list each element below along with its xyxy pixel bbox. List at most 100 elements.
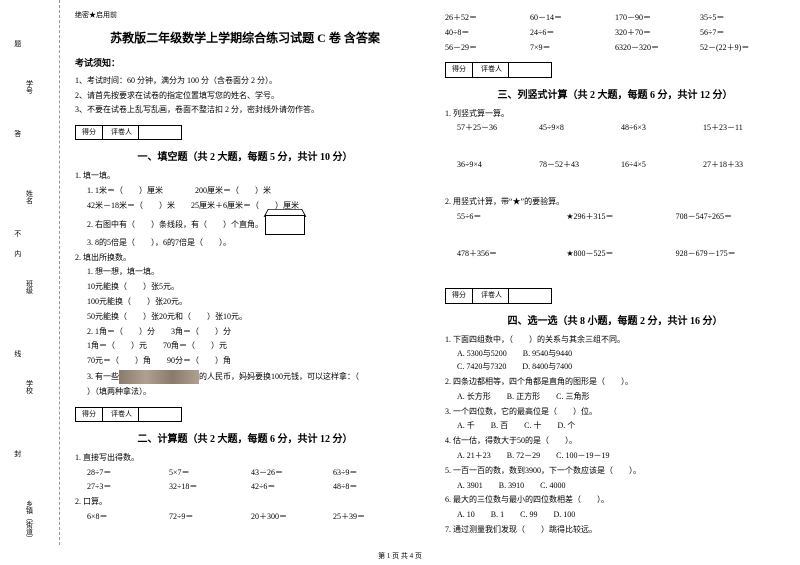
eq: 42÷6＝ — [251, 481, 333, 494]
eq: 56÷7＝ — [700, 27, 785, 40]
eq: 478＋356＝ — [457, 248, 566, 261]
choice-q: 1. 下面四组数中，（ ）的关系与其余三组不同。 — [445, 334, 785, 347]
q-text: 的人民币，妈妈要换100元钱，可以这样拿：（ — [199, 372, 359, 381]
q-line: 100元能换（ ）张20元。 — [75, 296, 415, 309]
left-column: 绝密★启用前 苏教版二年级数学上学期综合练习试题 C 卷 含答案 考试须知： 1… — [60, 0, 430, 545]
section-3-title: 三、列竖式计算（共 2 大题，每题 6 分，共计 12 分） — [445, 88, 785, 104]
eq: 78－52＋43 — [539, 159, 621, 172]
choice-opts: A. 21＋23 B. 72－29 C. 100－19－19 — [445, 450, 785, 463]
eq-row: 27÷3＝32÷18＝42÷6＝48÷8＝ — [75, 481, 415, 494]
score-label: 得分 — [76, 126, 103, 139]
score-box: 得分 评卷人 — [445, 288, 552, 303]
q-line: 1角＝（ ）元 70角＝（ ）元 — [75, 340, 415, 353]
q-line: 50元能换（ ）张20元和（ ）张10元。 — [75, 311, 415, 324]
choice-q: 6. 最大的三位数与最小的四位数相差（ ）。 — [445, 494, 785, 507]
eq-row: 55÷6＝★296＋315＝708－547÷265＝ — [445, 211, 785, 224]
eq: 60－14＝ — [530, 12, 615, 25]
score-blank — [141, 408, 181, 421]
work-space — [445, 174, 785, 194]
eq: 15＋23－11 — [703, 122, 785, 135]
q-line: 2. 右图中有（ ）条线段，有（ ）个直角。 — [75, 215, 415, 235]
secret-mark: 绝密★启用前 — [75, 10, 415, 21]
eq: ★800－525＝ — [566, 248, 675, 261]
q-line: 3. 8的5倍是（ ），6的7倍是（ ）。 — [75, 237, 415, 250]
eq: 72÷9＝ — [169, 511, 251, 524]
eq: 26＋52＝ — [445, 12, 530, 25]
choice-opts: A. 千 B. 百 C. 十 D. 个 — [445, 420, 785, 433]
eq-row: 26＋52＝60－14＝170－90＝35÷5＝ — [445, 12, 785, 25]
right-column: 26＋52＝60－14＝170－90＝35÷5＝ 40÷8＝24÷6＝320＋7… — [430, 0, 800, 545]
eq: 52－(22＋9)＝ — [700, 42, 785, 55]
q-text: 2. 右图中有（ ）条线段，有（ ）个直角。 — [87, 220, 263, 229]
eq: 32÷18＝ — [169, 481, 251, 494]
eq-row: 40÷8＝24÷6＝320＋70＝56÷7＝ — [445, 27, 785, 40]
eq: 16÷4×5 — [621, 159, 703, 172]
section-1-title: 一、填空题（共 2 大题，每题 5 分，共计 10 分） — [75, 150, 415, 166]
eq-row: 36÷9×478－52＋4316÷4×527＋18＋33 — [445, 159, 785, 172]
eq: 36÷9×4 — [457, 159, 539, 172]
eq: 28÷7＝ — [87, 467, 169, 480]
score-box: 得分 评卷人 — [75, 407, 182, 422]
score-box: 得分 评卷人 — [445, 62, 552, 77]
choice-opts: A. 10 B. 1 C. 99 D. 100 — [445, 509, 785, 522]
q-header: 1. 列竖式算一算。 — [445, 108, 785, 121]
eq: 320＋70＝ — [615, 27, 700, 40]
gutter-mark: 答 — [13, 130, 23, 137]
shape-pentagon — [265, 215, 305, 235]
eq: 27÷3＝ — [87, 481, 169, 494]
exam-title: 苏教版二年级数学上学期综合练习试题 C 卷 含答案 — [75, 29, 415, 48]
choice-q: 3. 一个四位数，它的最高位是（ ）位。 — [445, 406, 785, 419]
q-line: 1. 想一想，填一填。 — [75, 266, 415, 279]
gutter-mark: 内 — [13, 250, 23, 257]
choice-q: 4. 估一估，得数大于50的是（ ）。 — [445, 435, 785, 448]
binding-gutter: 乡镇（街道） 学校 班级 姓名 学号 封 线 内 不 答 题 — [0, 0, 60, 545]
grader-label: 评卷人 — [105, 408, 139, 421]
money-image — [119, 370, 199, 384]
work-space — [445, 262, 785, 282]
eq: 48÷6×3 — [621, 122, 703, 135]
eq: 170－90＝ — [615, 12, 700, 25]
choice-opts: A. 3901 B. 3910 C. 4000 — [445, 480, 785, 493]
eq: 6320－320＝ — [615, 42, 700, 55]
notice-item: 3、不要在试卷上乱写乱画，卷面不整洁扣 2 分，密封线外请勿作答。 — [75, 104, 415, 117]
grader-label: 评卷人 — [475, 289, 509, 302]
eq: 40÷8＝ — [445, 27, 530, 40]
gutter-mark: 题 — [13, 40, 23, 47]
work-space — [445, 137, 785, 157]
eq-row: 56－29＝7×9＝6320－320＝52－(22＋9)＝ — [445, 42, 785, 55]
eq: 25＋39＝ — [333, 511, 415, 524]
gutter-label: 学号 — [25, 80, 35, 94]
eq: 45÷9×8 — [539, 122, 621, 135]
q-header: 1. 填一填。 — [75, 170, 415, 183]
gutter-label: 乡镇（街道） — [25, 500, 35, 542]
grader-label: 评卷人 — [105, 126, 139, 139]
q-header: 2. 用竖式计算，带“★”的要验算。 — [445, 196, 785, 209]
page-footer: 第 1 页 共 4 页 — [0, 551, 800, 561]
choice-q: 7. 通过测量我们发现（ ）跳得比较远。 — [445, 524, 785, 537]
choice-opts: A. 长方形 B. 正方形 C. 三角形 — [445, 391, 785, 404]
gutter-label: 学校 — [25, 380, 35, 394]
score-label: 得分 — [446, 63, 473, 76]
eq: 708－547÷265＝ — [676, 211, 785, 224]
eq: 6×8＝ — [87, 511, 169, 524]
eq-row: 57＋25－3645÷9×848÷6×315＋23－11 — [445, 122, 785, 135]
choice-q: 2. 四条边都相等，四个角都是直角的图形是（ ）。 — [445, 376, 785, 389]
q-line: 42米－18米＝（ ）米 25厘米＋6厘米＝（ ）厘米 — [75, 200, 415, 213]
score-box: 得分 评卷人 — [75, 125, 182, 140]
notice-title: 考试须知： — [75, 56, 415, 70]
q-line: 2. 1角＝（ ）分 3角＝（ ）分 — [75, 326, 415, 339]
section-4-title: 四、选一选（共 8 小题，每题 2 分，共计 16 分） — [445, 314, 785, 330]
q-line: ）（填两种拿法）。 — [75, 386, 415, 399]
eq: 56－29＝ — [445, 42, 530, 55]
gutter-mark: 线 — [13, 350, 23, 357]
eq: 48÷8＝ — [333, 481, 415, 494]
q-header: 2. 填出所换数。 — [75, 252, 415, 265]
score-blank — [141, 126, 181, 139]
q-line: 3. 有一些 的人民币，妈妈要换100元钱，可以这样拿：（ — [75, 370, 415, 384]
q-text: 3. 有一些 — [87, 372, 119, 381]
eq: 63÷9＝ — [333, 467, 415, 480]
eq: 20＋300＝ — [251, 511, 333, 524]
eq: 928－679－175＝ — [676, 248, 785, 261]
q-line: 1. 1米＝（ ）厘米 200厘米＝（ ）米 — [75, 185, 415, 198]
eq: 35÷5＝ — [700, 12, 785, 25]
